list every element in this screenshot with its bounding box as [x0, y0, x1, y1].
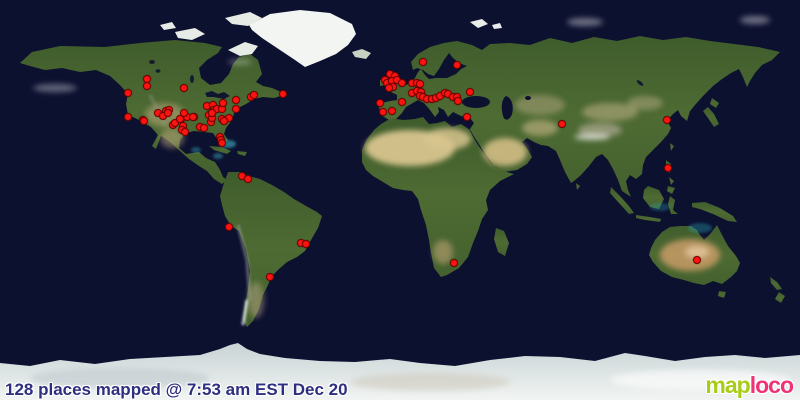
visitor-marker — [232, 105, 240, 113]
visitor-marker — [379, 108, 387, 116]
visitor-marker — [398, 98, 406, 106]
visitor-marker — [218, 139, 226, 147]
visitor-marker — [419, 58, 427, 66]
tasmania — [718, 291, 726, 298]
visitor-marker — [200, 124, 208, 132]
visitor-marker — [466, 88, 474, 96]
visitor-marker — [124, 113, 132, 121]
visitor-marker — [143, 82, 151, 90]
iceland — [352, 49, 371, 59]
continent-eurasia — [379, 36, 780, 197]
visitor-marker — [302, 240, 310, 248]
visitor-marker — [171, 119, 179, 127]
visitor-marker — [463, 113, 471, 121]
visitor-marker — [232, 96, 240, 104]
visitor-marker — [663, 116, 671, 124]
visitor-marker — [181, 128, 189, 136]
visitor-marker — [664, 164, 672, 172]
visitor-marker — [266, 273, 274, 281]
visitor-marker — [225, 223, 233, 231]
visitor-marker — [693, 256, 701, 264]
antarctica-shading — [30, 368, 790, 391]
visitor-marker — [279, 90, 287, 98]
visitor-marker — [189, 113, 197, 121]
logo-text-loco: loco — [749, 372, 794, 398]
visitor-marker — [164, 109, 172, 117]
antarctica — [0, 343, 800, 400]
visitor-marker — [180, 109, 188, 117]
continent-south-america — [220, 172, 322, 327]
visitor-marker — [250, 91, 258, 99]
greenland — [249, 10, 356, 67]
caribbean-islands — [209, 146, 247, 156]
clouds — [33, 16, 770, 92]
visitor-marker — [124, 89, 132, 97]
visitor-marker — [376, 99, 384, 107]
arctic-islands — [160, 12, 262, 56]
visitor-marker — [453, 61, 461, 69]
map-caption: 128 places mapped @ 7:53 am EST Dec 20 — [5, 380, 348, 399]
visitor-marker — [385, 84, 393, 92]
logo-text-map: map — [705, 372, 750, 398]
inland-waters — [149, 60, 644, 120]
visitor-marker — [219, 99, 227, 107]
taiwan — [670, 143, 674, 151]
visitor-marker — [180, 84, 188, 92]
visitor-marker — [176, 115, 184, 123]
new-zealand — [770, 277, 785, 303]
japan — [703, 98, 719, 127]
visitor-marker — [398, 79, 406, 87]
sri-lanka — [576, 183, 580, 190]
madagascar — [494, 228, 509, 256]
visitor-marker — [244, 175, 252, 183]
visitor-marker — [140, 117, 148, 125]
visitor-marker — [208, 109, 216, 117]
visitor-marker — [220, 117, 228, 125]
visitor-marker — [558, 120, 566, 128]
visitor-marker — [450, 259, 458, 267]
maploco-logo[interactable]: maploco — [705, 372, 794, 399]
visitor-marker — [388, 107, 396, 115]
svalbard — [470, 19, 502, 29]
indonesia — [610, 186, 737, 222]
visitor-marker — [454, 97, 462, 105]
